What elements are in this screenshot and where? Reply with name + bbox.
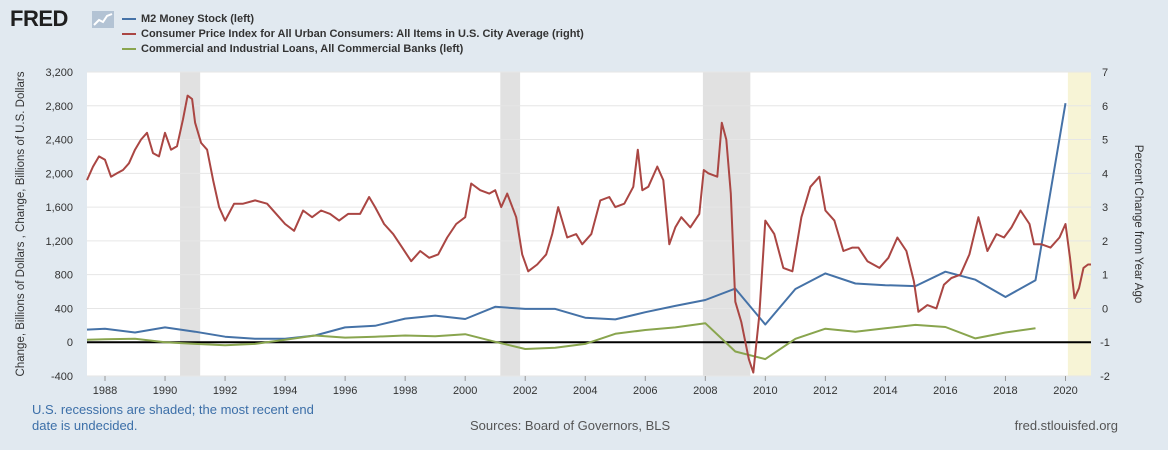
left-axis-title: Change, Billions of Dollars , Change, Bi… xyxy=(15,71,27,376)
legend-item-m2[interactable]: M2 Money Stock (left) xyxy=(122,11,584,26)
x-tick-label: 2000 xyxy=(453,385,477,397)
left-tick-label: 0 xyxy=(67,337,73,349)
legend-label: Commercial and Industrial Loans, All Com… xyxy=(141,42,464,55)
right-tick-label: 0 xyxy=(1102,303,1108,315)
left-tick-label: 2,000 xyxy=(45,168,73,180)
fred-logo-graph-icon xyxy=(92,11,114,28)
x-tick-label: 2020 xyxy=(1053,385,1077,397)
plot-background xyxy=(87,72,1091,376)
right-tick-label: 1 xyxy=(1102,270,1108,282)
x-tick-label: 2004 xyxy=(573,385,597,397)
left-axis-ticks: -400 0 400 800 1,200 1,600 2,000 2,400 2,800 3,20… xyxy=(45,67,73,383)
legend-swatch xyxy=(122,47,136,50)
ci-loans-line xyxy=(86,322,1036,361)
right-tick-label: -1 xyxy=(1100,337,1110,349)
recession-band xyxy=(500,72,521,376)
recession-band xyxy=(1067,72,1091,376)
recession-note: U.S. recessions are shaded; the most rec… xyxy=(32,402,314,433)
x-tick-label: 1998 xyxy=(393,385,417,397)
x-tick-label: 2016 xyxy=(933,385,957,397)
x-tick-label: 2018 xyxy=(993,385,1017,397)
right-tick-label: 5 xyxy=(1102,135,1108,147)
right-axis-title: Percent Change from Year Ago xyxy=(1132,145,1144,304)
right-tick-label: 4 xyxy=(1102,168,1108,180)
x-tick-label: 1994 xyxy=(273,385,297,397)
fred-url-link[interactable]: fred.stlouisfed.org xyxy=(1014,418,1118,433)
fred-logo[interactable]: FRED xyxy=(10,6,68,31)
left-tick-label: 1,200 xyxy=(45,236,73,248)
x-tick-label: 1988 xyxy=(93,385,117,397)
x-tick-label: 2006 xyxy=(633,385,657,397)
source-note: Sources: Board of Governors, BLS xyxy=(470,418,671,433)
left-tick-label: 2,800 xyxy=(45,101,73,113)
x-tick-label: 1990 xyxy=(153,385,177,397)
left-tick-label: 2,400 xyxy=(45,135,73,147)
legend-swatch xyxy=(122,17,136,20)
left-tick-label: -400 xyxy=(51,371,73,383)
right-tick-label: -2 xyxy=(1100,371,1110,383)
legend-label: Consumer Price Index for All Urban Consu… xyxy=(141,27,584,40)
m2-money-stock-line xyxy=(86,103,1067,340)
left-tick-label: 400 xyxy=(55,303,73,315)
x-axis-ticks: 1988 1990 1992 1994 1996 1998 2000 2002 2004 2006… xyxy=(93,376,1078,397)
right-axis-ticks: -2 -1 0 1 2 3 4 5 6 7 xyxy=(1100,67,1110,383)
legend-item-loans[interactable]: Commercial and Industrial Loans, All Com… xyxy=(122,41,584,56)
x-tick-label: 2002 xyxy=(513,385,537,397)
left-tick-label: 800 xyxy=(55,270,73,282)
x-tick-label: 2014 xyxy=(873,385,897,397)
x-tick-label: 2012 xyxy=(813,385,837,397)
legend: M2 Money Stock (left) Consumer Price Ind… xyxy=(122,11,584,56)
right-tick-label: 2 xyxy=(1102,236,1108,248)
recession-band xyxy=(180,72,201,376)
left-tick-label: 1,600 xyxy=(45,202,73,214)
left-tick-label: 3,200 xyxy=(45,67,73,79)
legend-item-cpi[interactable]: Consumer Price Index for All Urban Consu… xyxy=(122,26,584,41)
series-lines xyxy=(86,94,1091,374)
x-tick-label: 2010 xyxy=(753,385,777,397)
legend-swatch xyxy=(122,32,136,35)
x-tick-label: 1992 xyxy=(213,385,237,397)
right-tick-label: 3 xyxy=(1102,202,1108,214)
right-tick-label: 6 xyxy=(1102,101,1108,113)
x-tick-label: 1996 xyxy=(333,385,357,397)
legend-label: M2 Money Stock (left) xyxy=(141,12,255,25)
right-tick-label: 7 xyxy=(1102,67,1108,79)
cpi-line xyxy=(86,94,1091,374)
x-tick-label: 2008 xyxy=(693,385,717,397)
